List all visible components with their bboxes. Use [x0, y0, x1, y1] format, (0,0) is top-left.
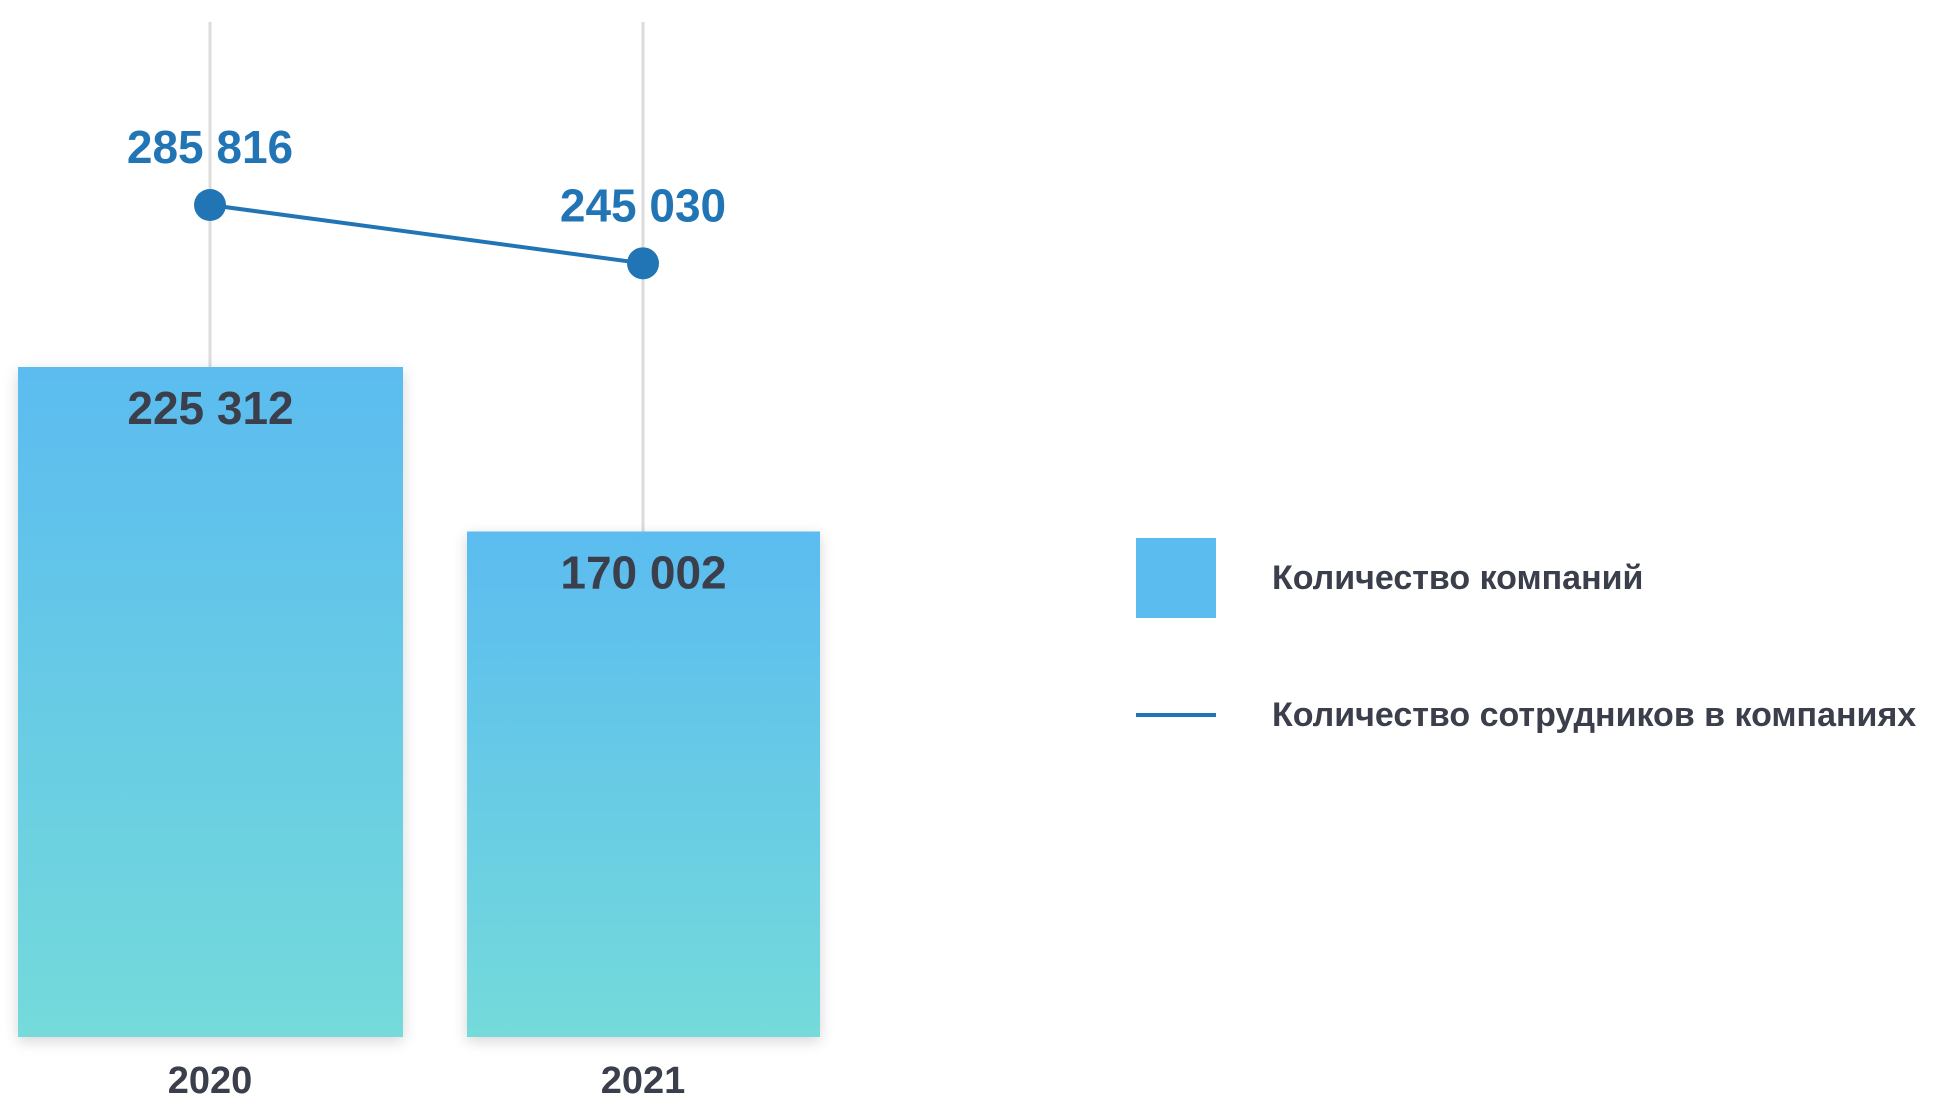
bar-2020 — [18, 367, 403, 1037]
legend: Количество компаний Количество сотрудник… — [1136, 538, 1916, 812]
legend-swatch-bar — [1136, 538, 1216, 618]
category-label-2021: 2021 — [601, 1060, 686, 1097]
employees-value-label-2020: 285 816 — [127, 121, 293, 173]
employees-point-2021 — [627, 247, 659, 280]
employees-point-2020 — [194, 189, 226, 221]
employees-line — [209, 203, 644, 266]
category-label-2020: 2020 — [168, 1060, 253, 1097]
bar-value-label-2021: 170 002 — [560, 546, 726, 598]
bar-value-label-2020: 225 312 — [127, 382, 293, 434]
legend-label-employees: Количество сотрудников в компаниях — [1272, 695, 1917, 734]
legend-swatch-line — [1136, 713, 1216, 717]
bar-2021 — [467, 531, 820, 1037]
employees-value-label-2021: 245 030 — [560, 179, 726, 231]
legend-item-companies: Количество компаний — [1136, 538, 1916, 618]
legend-item-employees: Количество сотрудников в компаниях — [1136, 675, 1916, 755]
legend-label-companies: Количество компаний — [1272, 558, 1644, 597]
